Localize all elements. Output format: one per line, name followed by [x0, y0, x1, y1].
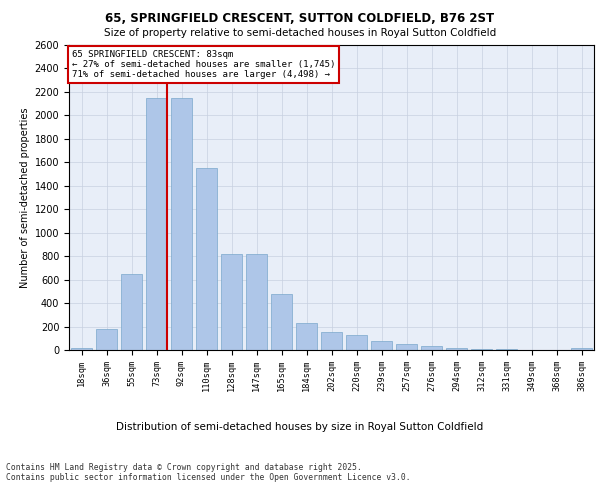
Bar — [346, 335, 367, 350]
Text: 65 SPRINGFIELD CRESCENT: 83sqm
← 27% of semi-detached houses are smaller (1,745): 65 SPRINGFIELD CRESCENT: 83sqm ← 27% of … — [71, 50, 335, 80]
Bar — [296, 323, 317, 350]
Bar — [571, 348, 592, 350]
Bar — [221, 254, 242, 350]
Bar — [321, 332, 342, 350]
Bar — [446, 348, 467, 350]
Bar — [121, 274, 142, 350]
Text: Size of property relative to semi-detached houses in Royal Sutton Coldfield: Size of property relative to semi-detach… — [104, 28, 496, 38]
Y-axis label: Number of semi-detached properties: Number of semi-detached properties — [20, 108, 31, 288]
Text: Contains HM Land Registry data © Crown copyright and database right 2025.
Contai: Contains HM Land Registry data © Crown c… — [6, 462, 410, 482]
Bar — [246, 254, 267, 350]
Text: 65, SPRINGFIELD CRESCENT, SUTTON COLDFIELD, B76 2ST: 65, SPRINGFIELD CRESCENT, SUTTON COLDFIE… — [106, 12, 494, 26]
Bar — [196, 168, 217, 350]
Bar — [171, 98, 192, 350]
Bar — [396, 344, 417, 350]
Bar — [96, 329, 117, 350]
Bar — [271, 294, 292, 350]
Bar — [71, 348, 92, 350]
Bar — [371, 341, 392, 350]
Bar — [146, 98, 167, 350]
Bar — [421, 346, 442, 350]
Text: Distribution of semi-detached houses by size in Royal Sutton Coldfield: Distribution of semi-detached houses by … — [116, 422, 484, 432]
